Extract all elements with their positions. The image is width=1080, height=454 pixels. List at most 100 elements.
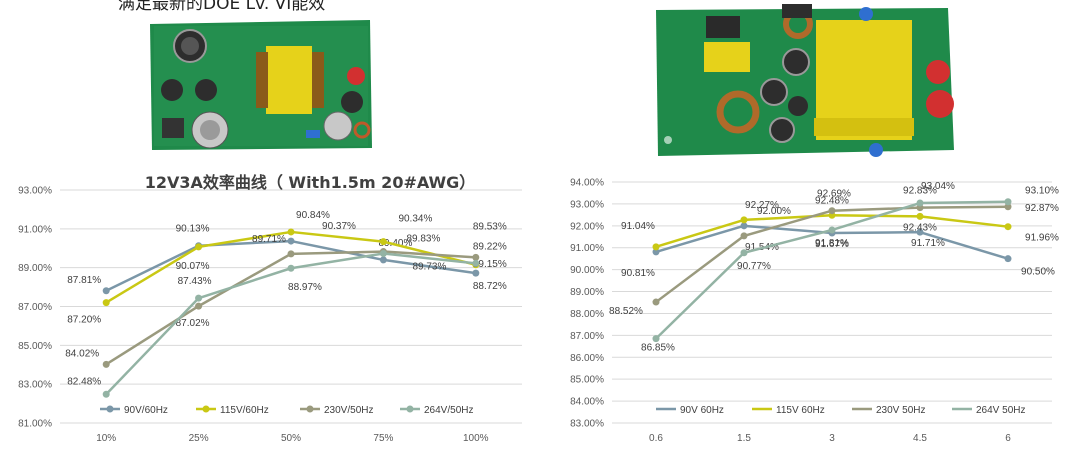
data-label: 92.48% xyxy=(815,195,849,206)
data-point xyxy=(652,298,660,306)
legend-label: 230V 50Hz xyxy=(876,405,925,416)
data-label: 90.37% xyxy=(322,221,356,232)
x-tick-label: 25% xyxy=(189,433,209,444)
y-tick-label: 88.00% xyxy=(570,309,604,320)
data-point xyxy=(379,249,387,257)
data-label: 90.81% xyxy=(621,268,655,279)
y-tick-label: 85.00% xyxy=(18,341,52,352)
x-tick-label: 6 xyxy=(1005,433,1011,444)
y-tick-label: 93.00% xyxy=(570,199,604,210)
data-label: 92.00% xyxy=(757,206,791,217)
y-tick-label: 91.00% xyxy=(18,224,52,235)
data-label: 91.96% xyxy=(1025,233,1059,244)
x-tick-label: 4.5 xyxy=(913,433,927,444)
data-point xyxy=(195,243,203,251)
transformer xyxy=(266,46,312,114)
y-tick-label: 94.00% xyxy=(570,178,604,189)
x-tick-label: 1.5 xyxy=(737,433,751,444)
data-label: 91.71% xyxy=(911,238,945,249)
data-label: 89.22% xyxy=(473,241,507,252)
data-label: 89.15% xyxy=(473,259,507,270)
x-tick-label: 0.6 xyxy=(649,433,663,444)
data-point xyxy=(287,228,295,236)
y-tick-label: 85.00% xyxy=(570,375,604,386)
data-label: 92.69% xyxy=(817,189,851,200)
data-label: 92.43% xyxy=(903,222,937,233)
data-label: 88.52% xyxy=(609,306,643,317)
data-point xyxy=(652,243,660,251)
data-point xyxy=(287,264,295,272)
data-label: 87.20% xyxy=(67,315,101,326)
data-point xyxy=(828,226,836,234)
data-point xyxy=(102,390,110,398)
data-label: 87.43% xyxy=(178,276,212,287)
x-tick-label: 10% xyxy=(96,433,116,444)
data-label: 87.02% xyxy=(176,318,210,329)
data-label: 90.50% xyxy=(1021,267,1055,278)
data-label: 93.04% xyxy=(921,181,955,192)
data-label: 90.13% xyxy=(176,224,210,235)
efficiency-chart-left: 81.00% 83.00% 85.00% 87.00% 89.00% 91.00% 93.0… xyxy=(18,173,522,444)
data-label: 92.83% xyxy=(903,186,937,197)
legend-label: 230V/50Hz xyxy=(324,405,373,416)
data-label: 90.07% xyxy=(176,261,210,272)
data-point xyxy=(472,269,480,277)
legend-label: 90V 60Hz xyxy=(680,405,724,416)
pcb-photo-right xyxy=(648,0,964,160)
y-tick-label: 84.00% xyxy=(570,397,604,408)
data-point xyxy=(740,222,748,230)
data-point xyxy=(1004,223,1012,231)
legend-label: 264V 50Hz xyxy=(976,405,1025,416)
data-label: 90.34% xyxy=(398,214,432,225)
data-point xyxy=(195,302,203,310)
y-tick-label: 87.00% xyxy=(570,331,604,342)
data-point xyxy=(916,212,924,220)
data-point xyxy=(652,335,660,343)
data-label: 93.10% xyxy=(1025,186,1059,197)
data-label: 91.81% xyxy=(815,238,849,249)
legend-label: 264V/50Hz xyxy=(424,405,473,416)
data-label: 89.71% xyxy=(252,234,286,245)
legend-marker xyxy=(406,405,414,413)
data-label: 91.67% xyxy=(815,239,849,250)
legend-marker xyxy=(202,405,210,413)
data-label: 89.53% xyxy=(473,221,507,232)
data-point xyxy=(740,249,748,257)
data-label: 82.48% xyxy=(67,376,101,387)
data-label: 89.73% xyxy=(412,261,446,272)
data-label: 90.77% xyxy=(737,261,771,272)
y-tick-label: 92.00% xyxy=(570,221,604,232)
series-line-264V 50Hz xyxy=(655,200,1009,340)
data-point xyxy=(472,259,480,267)
data-point xyxy=(102,287,110,295)
y-tick-label: 91.00% xyxy=(570,243,604,254)
data-point xyxy=(287,250,295,258)
data-label: 89.83% xyxy=(406,234,440,245)
legend-marker xyxy=(306,405,314,413)
data-point xyxy=(740,216,748,224)
data-label: 87.81% xyxy=(67,275,101,286)
data-label: 88.97% xyxy=(288,282,322,293)
data-point xyxy=(916,228,924,236)
data-label: 92.87% xyxy=(1025,203,1059,214)
data-label: 84.02% xyxy=(65,348,99,359)
data-point xyxy=(652,248,660,256)
data-point xyxy=(472,253,480,261)
y-tick-label: 86.00% xyxy=(570,353,604,364)
data-point xyxy=(740,232,748,240)
data-point xyxy=(1004,203,1012,211)
capacitor-silver xyxy=(323,111,353,141)
data-label: 92.27% xyxy=(745,200,779,211)
chart-title: 12V3A效率曲线（ With1.5m 20#AWG） xyxy=(145,173,476,192)
y-tick-label: 83.00% xyxy=(18,380,52,391)
x-tick-label: 50% xyxy=(281,433,301,444)
x-tick-label: 75% xyxy=(373,433,393,444)
top-caption: 满足最新的DOE Lv. VI能效 xyxy=(118,0,326,14)
data-point xyxy=(287,237,295,245)
y-tick-label: 83.00% xyxy=(570,419,604,430)
data-label: 91.04% xyxy=(621,221,655,232)
data-label: 86.85% xyxy=(641,343,675,354)
x-tick-label: 100% xyxy=(463,433,489,444)
y-tick-label: 87.00% xyxy=(18,302,52,313)
